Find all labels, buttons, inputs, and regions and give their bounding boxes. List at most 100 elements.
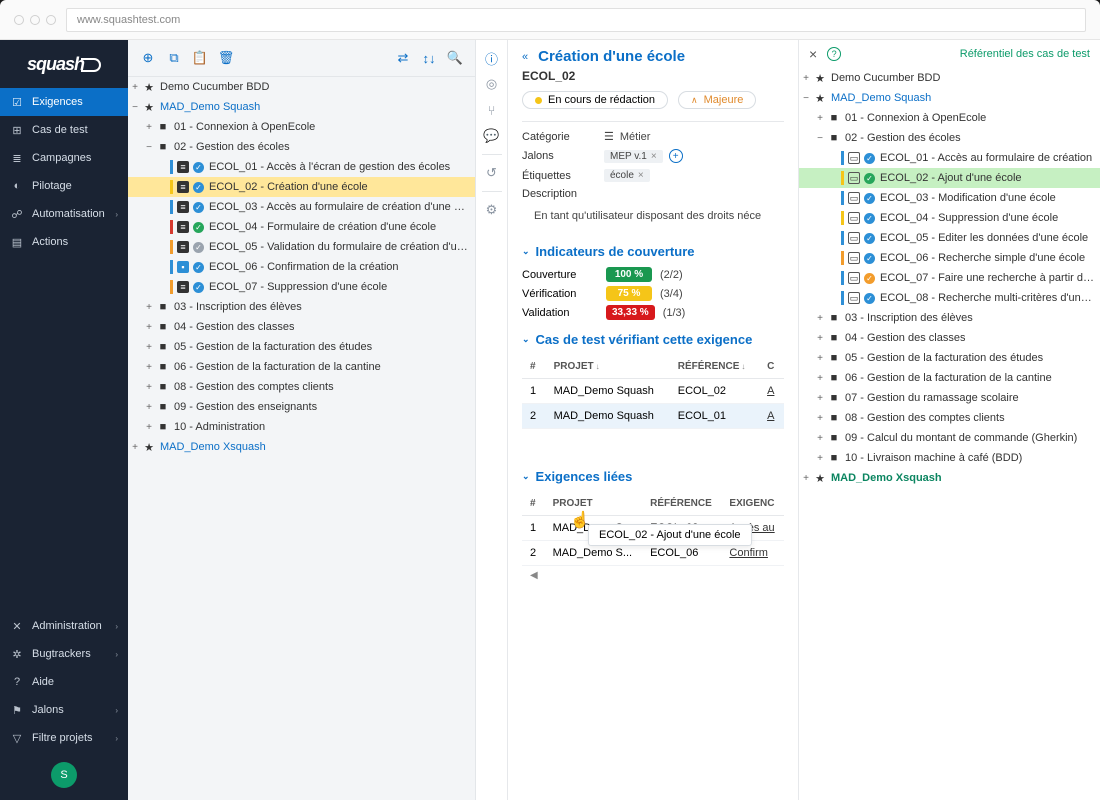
col-exigence[interactable]: EXIGENC [721, 492, 784, 516]
tree-toggle-icon[interactable]: − [142, 142, 156, 153]
tree-toggle-icon[interactable]: + [142, 322, 156, 333]
tests-section-header[interactable]: ⌄Cas de test vérifiant cette exigence [522, 332, 784, 347]
nav-aide[interactable]: ?Aide [0, 668, 128, 696]
nav-pilotage[interactable]: ◐Pilotage [0, 172, 128, 200]
url-bar[interactable]: www.squashtest.com [66, 8, 1086, 32]
tree-item[interactable]: +■07 - Gestion du ramassage scolaire [799, 388, 1100, 408]
col-reference[interactable]: RÉFÉRENCE↓ [670, 355, 759, 379]
tree-item[interactable]: ▭✓ECOL_01 - Accès au formulaire de créat… [799, 148, 1100, 168]
requirements-tree[interactable]: +★Demo Cucumber BDD−★MAD_Demo Squash+■01… [128, 77, 475, 800]
tree-item[interactable]: +■06 - Gestion de la facturation de la c… [128, 357, 475, 377]
col-extra[interactable]: C [759, 355, 784, 379]
target-icon[interactable]: ◎ [480, 72, 504, 96]
tree-item[interactable]: ▭✓ECOL_02 - Ajout d'une école [799, 168, 1100, 188]
sort-icon[interactable]: ↕↓ [417, 46, 441, 70]
tree-item[interactable]: +■08 - Gestion des comptes clients [128, 377, 475, 397]
settings-icon[interactable]: ⚙ [480, 198, 504, 222]
tree-folder[interactable]: −★MAD_Demo Squash [799, 88, 1100, 108]
tree-toggle-icon[interactable]: − [128, 102, 142, 113]
tree-toggle-icon[interactable]: + [813, 373, 827, 384]
tree-item[interactable]: +■05 - Gestion de la facturation des étu… [128, 337, 475, 357]
table-row[interactable]: 1MAD_Demo SquashECOL_02A [522, 379, 784, 404]
tree-item[interactable]: +■04 - Gestion des classes [799, 328, 1100, 348]
nav-campagnes[interactable]: ≣Campagnes [0, 144, 128, 172]
tree-item[interactable]: ▭✓ECOL_04 - Suppression d'une école [799, 208, 1100, 228]
tree-toggle-icon[interactable]: + [813, 453, 827, 464]
tree-toggle-icon[interactable]: − [813, 133, 827, 144]
tree-toggle-icon[interactable]: + [142, 402, 156, 413]
tree-toggle-icon[interactable]: + [813, 413, 827, 424]
paste-icon[interactable]: 📋 [188, 46, 212, 70]
tree-toggle-icon[interactable]: + [799, 473, 813, 484]
tree-toggle-icon[interactable]: + [142, 382, 156, 393]
col-num[interactable]: # [522, 492, 545, 516]
priority-pill[interactable]: ∧Majeure [678, 91, 756, 109]
tree-toggle-icon[interactable]: + [813, 333, 827, 344]
tree-item[interactable]: ≡✓ECOL_02 - Création d'une école [128, 177, 475, 197]
tree-item[interactable]: ≡✓ECOL_07 - Suppression d'une école [128, 277, 475, 297]
window-controls[interactable] [14, 15, 56, 25]
tree-item[interactable]: +■03 - Inscription des élèves [128, 297, 475, 317]
nav-administration[interactable]: ✕Administration› [0, 612, 128, 640]
tree-item[interactable]: +■06 - Gestion de la facturation de la c… [799, 368, 1100, 388]
tree-item[interactable]: ≡✓ECOL_01 - Accès à l'écran de gestion d… [128, 157, 475, 177]
tree-item[interactable]: +■10 - Livraison machine à café (BDD) [799, 448, 1100, 468]
nav-actions[interactable]: ▤Actions [0, 228, 128, 256]
add-icon[interactable]: ⊕ [136, 46, 160, 70]
tree-toggle-icon[interactable]: + [813, 353, 827, 364]
testcase-tree[interactable]: +★Demo Cucumber BDD−★MAD_Demo Squash+■01… [799, 68, 1100, 800]
nav-exigences[interactable]: ☑Exigences [0, 88, 128, 116]
col-projet[interactable]: PROJET↓ [546, 355, 670, 379]
tree-item[interactable]: +★MAD_Demo Xsquash [128, 437, 475, 457]
tree-item[interactable]: +★MAD_Demo Xsquash [799, 468, 1100, 488]
nav-bugtrackers[interactable]: ✲Bugtrackers› [0, 640, 128, 668]
tree-folder[interactable]: −■02 - Gestion des écoles [799, 128, 1100, 148]
tree-item[interactable]: ▭✓ECOL_06 - Recherche simple d'une école [799, 248, 1100, 268]
search-icon[interactable]: 🔍 [443, 46, 467, 70]
tree-folder[interactable]: −■02 - Gestion des écoles [128, 137, 475, 157]
tree-item[interactable]: +■09 - Gestion des enseignants [128, 397, 475, 417]
nav-filtre-projets[interactable]: ▽Filtre projets› [0, 724, 128, 752]
col-reference[interactable]: RÉFÉRENCE [642, 492, 721, 516]
tree-item[interactable]: +■01 - Connexion à OpenEcole [128, 117, 475, 137]
tree-item[interactable]: ▭✓ECOL_03 - Modification d'une école [799, 188, 1100, 208]
scroll-left-icon[interactable]: ◀ [522, 566, 784, 585]
tree-toggle-icon[interactable]: + [142, 122, 156, 133]
tree-toggle-icon[interactable]: + [142, 302, 156, 313]
tree-item[interactable]: +■03 - Inscription des élèves [799, 308, 1100, 328]
tree-item[interactable]: +★Demo Cucumber BDD [128, 77, 475, 97]
tree-toggle-icon[interactable]: + [142, 362, 156, 373]
tree-item[interactable]: ▭✓ECOL_05 - Editer les données d'une éco… [799, 228, 1100, 248]
tree-item[interactable]: ▪✓ECOL_06 - Confirmation de la création [128, 257, 475, 277]
table-row[interactable]: 2MAD_Demo S...ECOL_06Confirm [522, 541, 784, 566]
tree-toggle-icon[interactable]: + [142, 342, 156, 353]
nav-cas-de-test[interactable]: ⊞Cas de test [0, 116, 128, 144]
close-icon[interactable]: × [809, 46, 817, 62]
avatar[interactable]: S [51, 762, 77, 788]
tree-item[interactable]: +■05 - Gestion de la facturation des étu… [799, 348, 1100, 368]
tree-toggle-icon[interactable]: + [813, 393, 827, 404]
tree-item[interactable]: +■09 - Calcul du montant de commande (Gh… [799, 428, 1100, 448]
tree-item[interactable]: ≡✓ECOL_03 - Accès au formulaire de créat… [128, 197, 475, 217]
table-row[interactable]: 2MAD_Demo SquashECOL_01A [522, 404, 784, 429]
nav-automatisation[interactable]: ☍Automatisation› [0, 200, 128, 228]
info-icon[interactable]: ⓘ [480, 46, 504, 70]
copy-icon[interactable]: ⧉ [162, 46, 186, 70]
tree-toggle-icon[interactable]: + [128, 82, 142, 93]
linked-section-header[interactable]: ⌄Exigences liées [522, 469, 784, 484]
tree-item[interactable]: +■08 - Gestion des comptes clients [799, 408, 1100, 428]
branch-icon[interactable]: ⑂ [480, 98, 504, 122]
tree-toggle-icon[interactable]: + [128, 442, 142, 453]
delete-icon[interactable]: 🗑 [214, 46, 238, 70]
help-icon[interactable]: ? [827, 47, 841, 61]
swap-icon[interactable]: ⇄ [391, 46, 415, 70]
tree-folder[interactable]: −★MAD_Demo Squash [128, 97, 475, 117]
history-icon[interactable]: ↺ [480, 161, 504, 185]
tree-toggle-icon[interactable]: + [813, 113, 827, 124]
add-jalon-icon[interactable]: + [669, 149, 683, 163]
tree-toggle-icon[interactable]: − [799, 93, 813, 104]
tree-toggle-icon[interactable]: + [813, 313, 827, 324]
tree-item[interactable]: +■01 - Connexion à OpenEcole [799, 108, 1100, 128]
tree-item[interactable]: ≡✓ECOL_04 - Formulaire de création d'une… [128, 217, 475, 237]
nav-jalons[interactable]: ⚑Jalons› [0, 696, 128, 724]
